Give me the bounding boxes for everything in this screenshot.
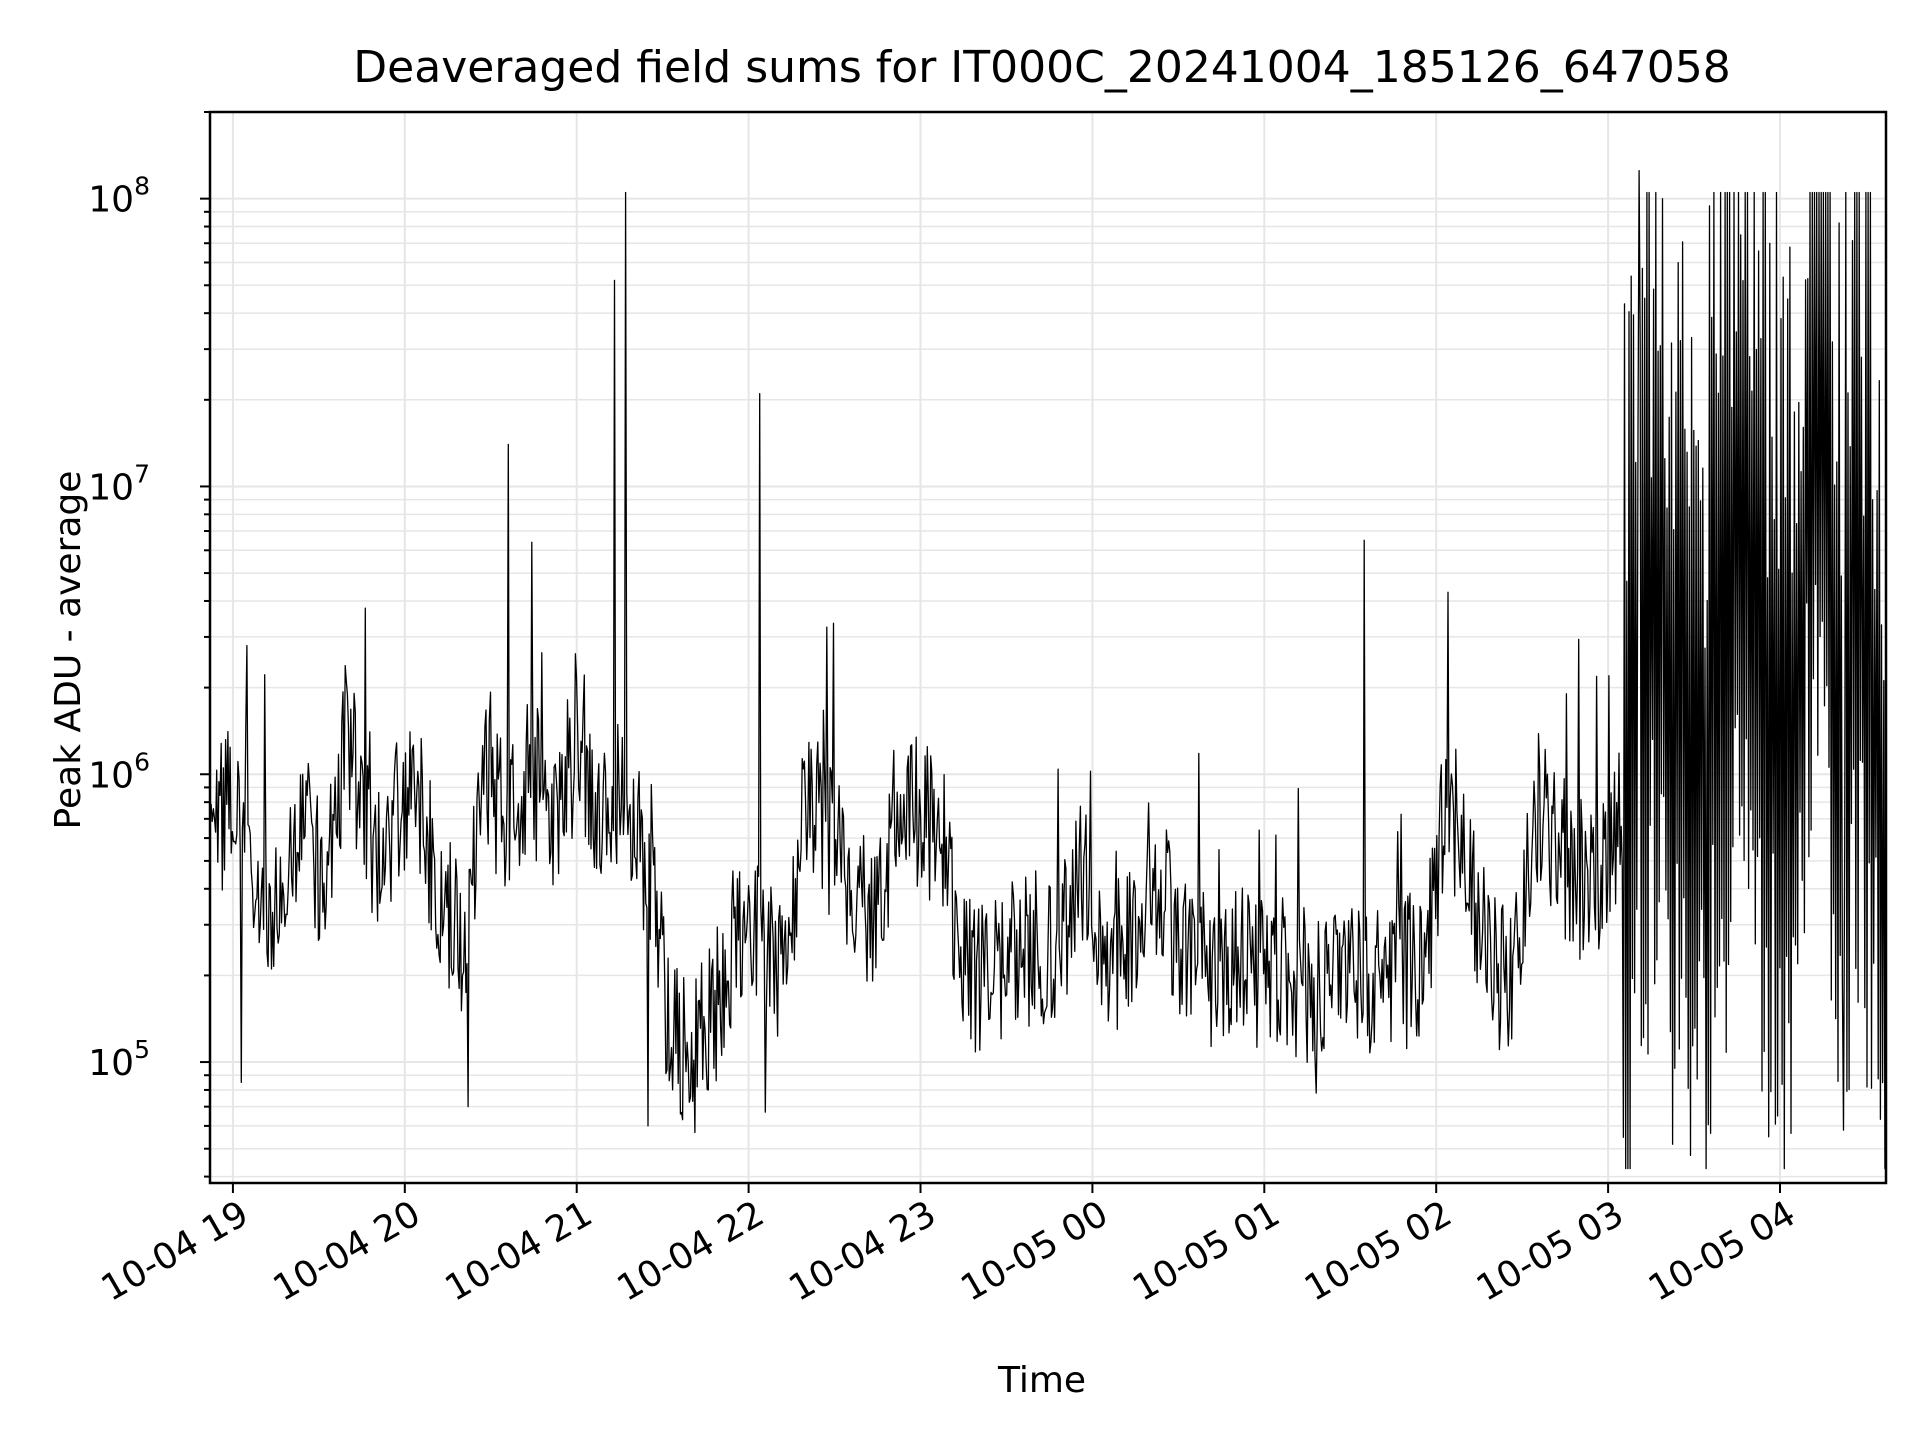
y-tick-base: 10 <box>88 755 134 796</box>
y-tick-label: 108 <box>88 172 150 221</box>
y-tick-exponent: 6 <box>134 747 150 776</box>
chart-title: Deaveraged field sums for IT000C_2024100… <box>353 42 1730 93</box>
y-tick-label: 105 <box>88 1035 150 1084</box>
plot-frame <box>208 110 1888 1185</box>
y-tick-label: 107 <box>88 459 150 508</box>
series-layer <box>209 170 1887 1170</box>
x-axis-label: Time <box>997 1360 1086 1401</box>
y-tick-exponent: 8 <box>134 172 150 201</box>
y-tick-exponent: 5 <box>134 1035 150 1064</box>
y-tick-base: 10 <box>88 1043 134 1084</box>
y-tick-exponent: 7 <box>134 459 150 488</box>
y-tick-base: 10 <box>88 180 134 221</box>
y-tick-label: 106 <box>88 747 150 796</box>
y-axis-label: Peak ADU - average <box>48 471 89 830</box>
data-series-line <box>209 170 1887 1170</box>
y-tick-base: 10 <box>88 467 134 508</box>
